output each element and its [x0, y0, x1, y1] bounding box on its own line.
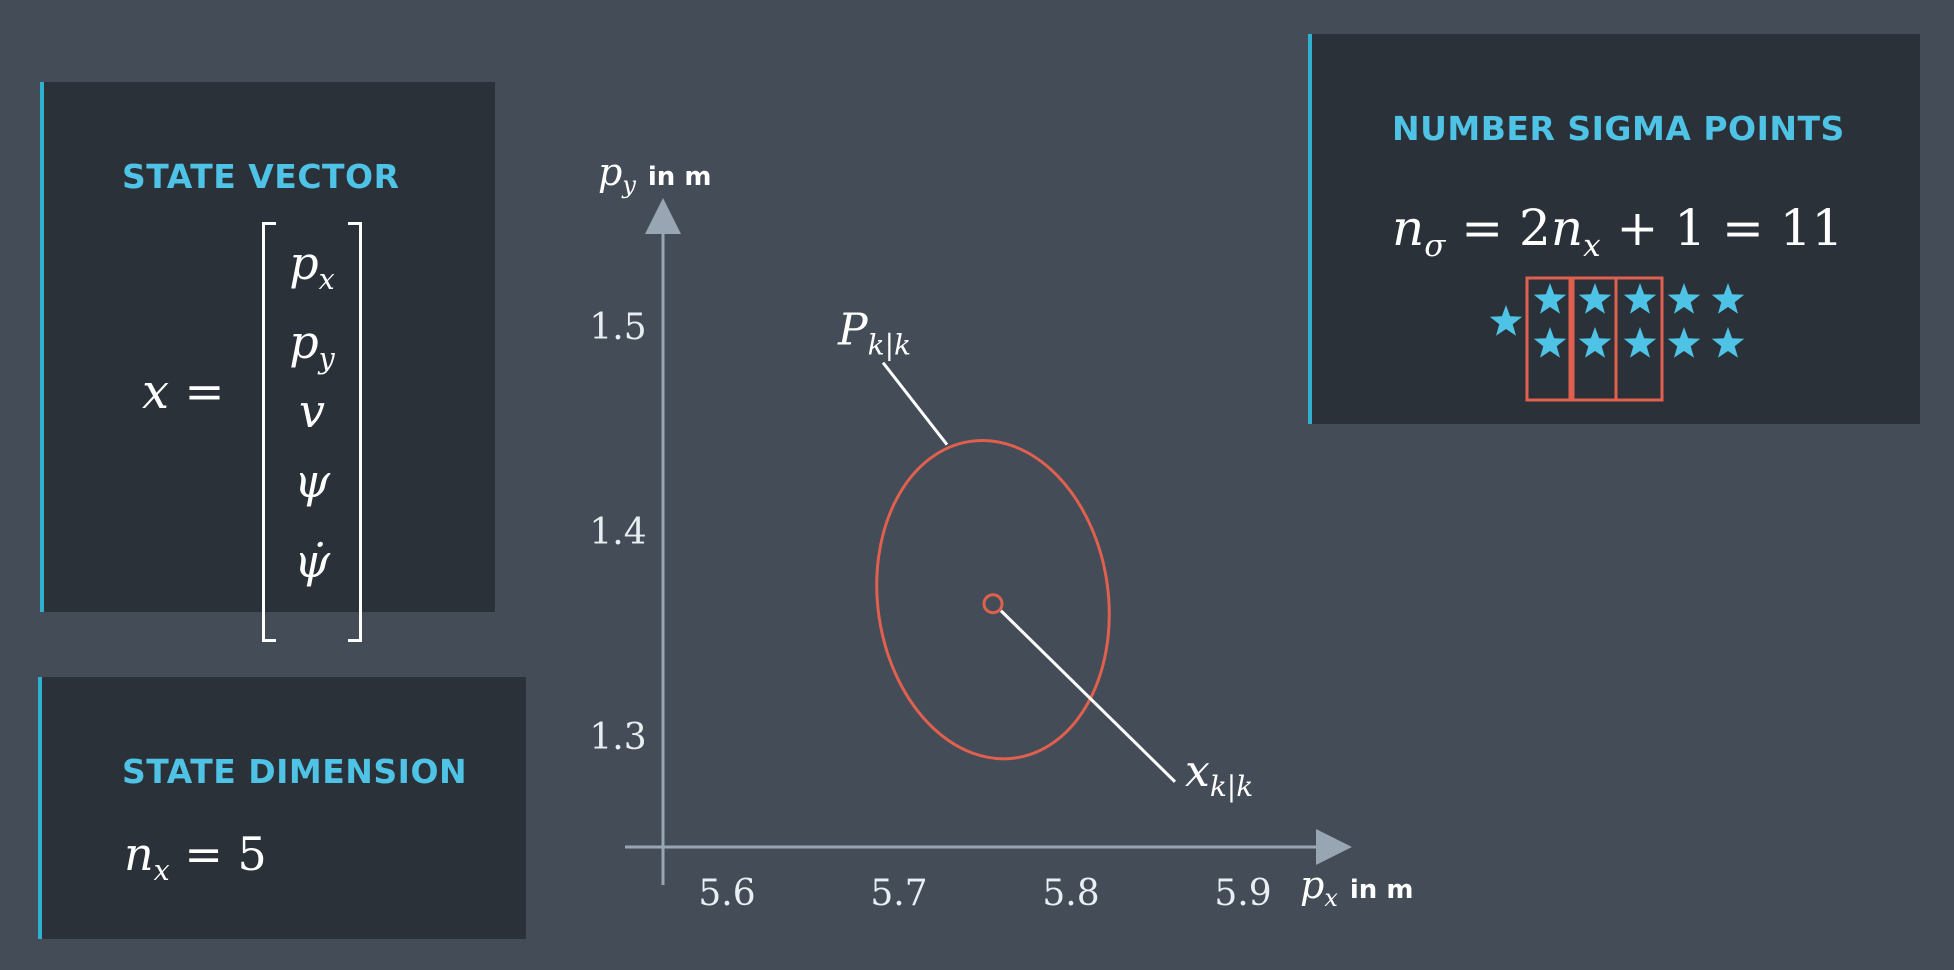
state-vector-lhs: x = [142, 364, 225, 420]
state-vector-title: STATE VECTOR [122, 157, 400, 196]
state-vector-matrix: px py v ψ ψ̇ [262, 222, 362, 644]
sigma-points-card: NUMBER SIGMA POINTS nσ = 2nx + 1 = 11 [1308, 34, 1920, 424]
sigma-points-title: NUMBER SIGMA POINTS [1392, 109, 1845, 148]
x-tick-label: 5.8 [1042, 873, 1099, 914]
x-axis-label: px in m [1300, 863, 1413, 912]
vector-entry-v: v [299, 384, 325, 438]
right-bracket [348, 222, 362, 642]
sigma-column-highlight [1614, 276, 1664, 402]
y-tick-label: 1.3 [589, 717, 646, 758]
sigma-star-icon [1578, 327, 1612, 358]
sigma-star-icon [1667, 283, 1701, 314]
vector-entry-psi: ψ [293, 454, 331, 508]
covariance-ellipse [875, 438, 1111, 761]
state-dimension-title: STATE DIMENSION [122, 752, 468, 791]
mean-label-leader [999, 609, 1177, 783]
mean-point [982, 593, 1004, 615]
x-tick-label: 5.7 [870, 873, 927, 914]
left-bracket [262, 222, 276, 642]
vector-entry-px: px [289, 236, 335, 296]
sigma-star-icon [1711, 283, 1745, 314]
sigma-star-icon [1623, 283, 1657, 314]
covariance-plot: 5.6 5.7 5.8 5.9 1.3 1.4 1.5 py in m px in m Pk|… [589, 150, 1413, 914]
sigma-star-icon [1578, 283, 1612, 314]
state-dimension-equation: nx = 5 [124, 827, 267, 887]
sigma-column-highlight [1525, 276, 1575, 402]
covariance-label-leader [881, 361, 949, 446]
x-tick-label: 5.9 [1214, 873, 1271, 914]
sigma-points-stars [1489, 276, 1745, 402]
vector-entry-py: py [289, 315, 335, 375]
state-dimension-card: STATE DIMENSION nx = 5 [38, 677, 526, 939]
x-tick-label: 5.6 [698, 873, 755, 914]
vector-entry-psi-dot: ψ̇ [293, 534, 331, 588]
sigma-star-icon [1623, 327, 1657, 358]
sigma-star-icon [1533, 327, 1567, 358]
y-tick-label: 1.5 [589, 307, 646, 348]
mean-label: xk|k [1185, 746, 1253, 803]
y-axis-label: py in m [598, 150, 711, 199]
sigma-star-icon [1489, 305, 1523, 336]
state-vector-card: STATE VECTOR x = px py v ψ ψ̇ [40, 82, 495, 642]
y-tick-label: 1.4 [589, 512, 646, 553]
sigma-star-icon [1533, 283, 1567, 314]
covariance-label: Pk|k [837, 305, 911, 362]
sigma-star-icon [1711, 327, 1745, 358]
sigma-points-equation: nσ = 2nx + 1 = 11 [1392, 199, 1844, 264]
sigma-star-icon [1667, 327, 1701, 358]
